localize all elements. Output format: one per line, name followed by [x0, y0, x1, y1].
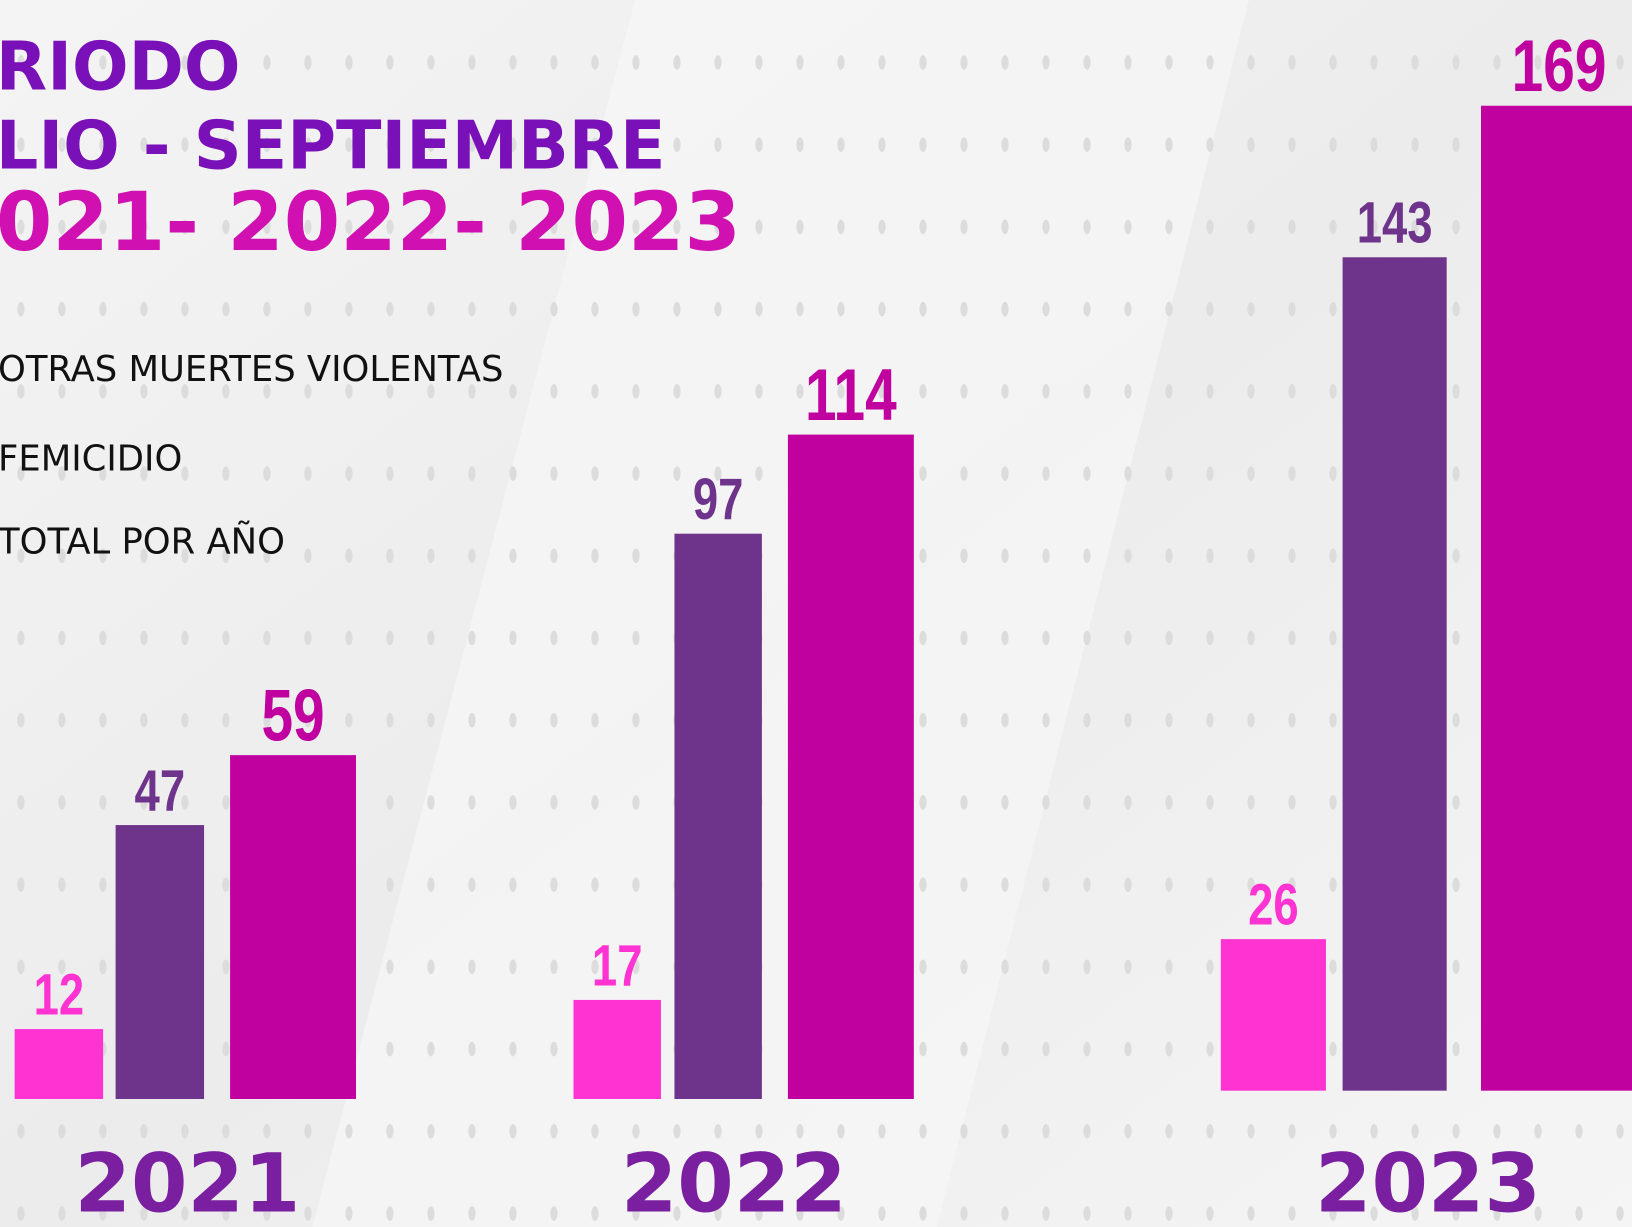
bar [674, 533, 762, 1099]
bar [1342, 257, 1447, 1091]
bar [1481, 105, 1632, 1091]
value-label: 17 [592, 934, 643, 999]
x-tick-label: 2022 [621, 1137, 847, 1227]
legend-label: OTRAS MUERTES VIOLENTAS [0, 349, 503, 390]
value-label: 169 [1512, 25, 1607, 106]
value-label: 47 [135, 759, 186, 824]
bar [1220, 939, 1326, 1091]
value-label: 97 [693, 468, 744, 533]
bar [14, 1029, 104, 1099]
legend-label: FEMICIDIO [0, 438, 182, 479]
bar [115, 825, 205, 1099]
legend-label: TOTAL POR AÑO [0, 521, 285, 563]
x-tick-label: 2021 [74, 1137, 300, 1227]
value-label: 114 [805, 354, 897, 435]
bar [230, 755, 357, 1099]
bar [573, 999, 661, 1099]
legend: OTRAS MUERTES VIOLENTAS FEMICIDIO TOTAL PO… [0, 349, 503, 563]
value-label: 12 [34, 963, 85, 1028]
value-label: 59 [261, 675, 324, 756]
bars: 12 47 59 2021 17 97 114 2022 26 143 169 2023 [14, 25, 1632, 1227]
value-label: 143 [1357, 191, 1433, 256]
value-label: 26 [1248, 873, 1299, 938]
title-line: LIO - SEPTIEMBRE [0, 107, 666, 185]
title-line: 021- 2022- 2023 [0, 176, 741, 270]
bar [787, 434, 914, 1099]
title-line: RIODO [0, 28, 240, 106]
x-tick-label: 2023 [1315, 1137, 1541, 1227]
